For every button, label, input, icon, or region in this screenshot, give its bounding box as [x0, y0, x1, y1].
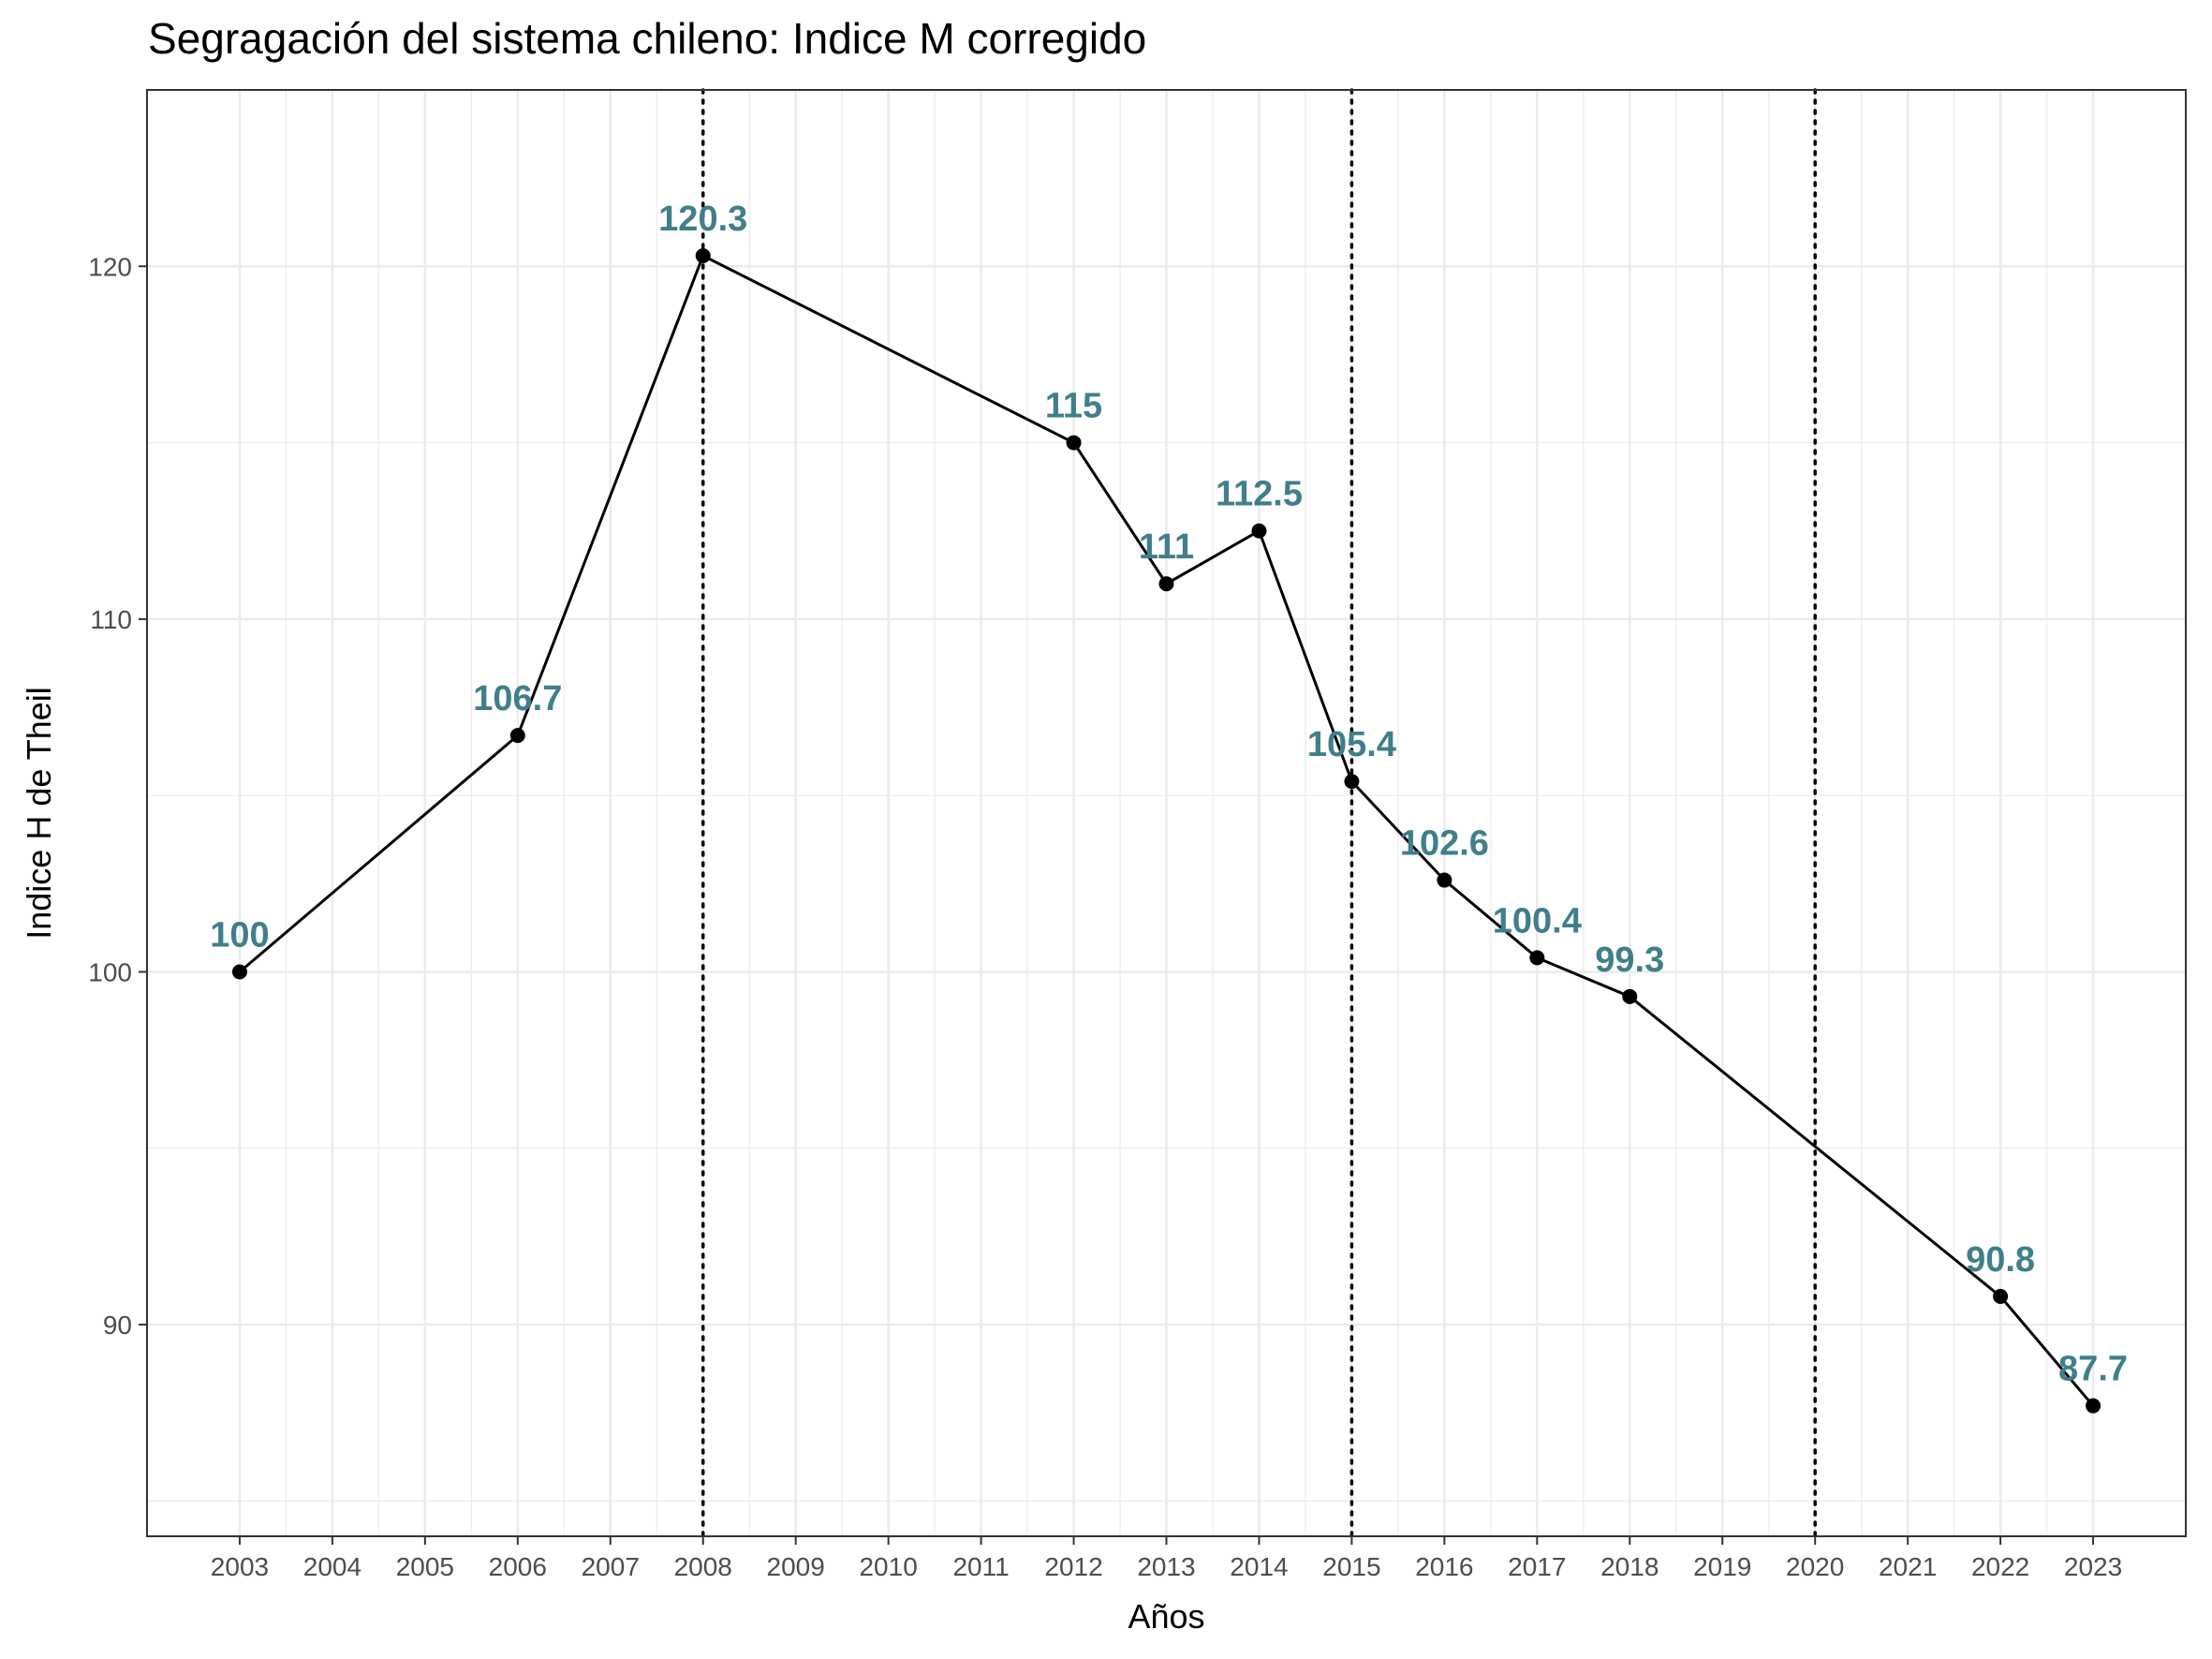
y-tick-label: 100	[88, 957, 132, 986]
x-tick-label: 2017	[1508, 1552, 1566, 1581]
data-point	[1344, 774, 1360, 790]
x-tick-label: 2020	[1786, 1552, 1844, 1581]
x-tick-label: 2021	[1879, 1552, 1937, 1581]
y-tick-label: 120	[88, 252, 132, 281]
series-layer	[231, 247, 2101, 1414]
x-tick-label: 2018	[1600, 1552, 1659, 1581]
data-point	[1622, 988, 1638, 1004]
data-point	[2086, 1398, 2101, 1414]
x-tick-label: 2007	[582, 1552, 640, 1581]
data-label: 100	[210, 915, 269, 955]
data-point	[1158, 576, 1174, 592]
y-axis-title: Indice H de Theil	[20, 687, 58, 940]
x-tick-label: 2012	[1044, 1552, 1102, 1581]
x-tick-label: 2016	[1415, 1552, 1473, 1581]
series-line	[238, 253, 2095, 1407]
grid-layer	[147, 89, 2186, 1536]
x-tick-label: 2006	[489, 1552, 547, 1581]
data-point	[1251, 523, 1267, 539]
chart-title: Segragación del sistema chileno: Indice …	[148, 14, 1147, 63]
x-tick-label: 2003	[211, 1552, 269, 1581]
data-point	[1993, 1288, 2009, 1304]
data-label: 115	[1045, 387, 1102, 426]
data-label: 120.3	[658, 200, 747, 239]
axis-layer: 2003 2004 2005 2006 2007 2008 2009 2010 2011 2012…	[88, 252, 2122, 1581]
x-tick-label: 2019	[1693, 1552, 1751, 1581]
x-axis-title: Años	[1128, 1597, 1204, 1636]
data-label: 111	[1139, 527, 1194, 567]
y-tick-label: 110	[90, 605, 132, 634]
data-label: 99.3	[1595, 941, 1664, 980]
data-label: 87.7	[2058, 1350, 2128, 1389]
data-point	[231, 964, 247, 980]
x-tick-label: 2015	[1322, 1552, 1380, 1581]
x-tick-label: 2022	[1971, 1552, 2029, 1581]
x-tick-label: 2013	[1137, 1552, 1195, 1581]
data-label: 106.7	[473, 679, 562, 718]
data-point	[1529, 950, 1545, 966]
x-tick-label: 2005	[396, 1552, 454, 1581]
data-label: 100.4	[1493, 901, 1582, 941]
data-point	[695, 247, 711, 263]
data-label: 105.4	[1307, 725, 1396, 764]
x-tick-label: 2008	[674, 1552, 732, 1581]
x-tick-label: 2009	[767, 1552, 825, 1581]
x-tick-label: 2004	[303, 1552, 361, 1581]
data-label: 90.8	[1966, 1240, 2035, 1280]
x-tick-label: 2011	[952, 1552, 1009, 1581]
x-tick-label: 2023	[2064, 1552, 2122, 1581]
data-label: 102.6	[1400, 824, 1489, 864]
x-tick-label: 2014	[1230, 1552, 1288, 1581]
data-label: 112.5	[1216, 475, 1303, 514]
data-point	[509, 728, 525, 744]
data-point	[1437, 872, 1453, 888]
data-point	[1066, 435, 1082, 451]
reference-lines	[700, 88, 1817, 1538]
x-tick-label: 2010	[859, 1552, 917, 1581]
y-tick-label: 90	[103, 1311, 132, 1340]
